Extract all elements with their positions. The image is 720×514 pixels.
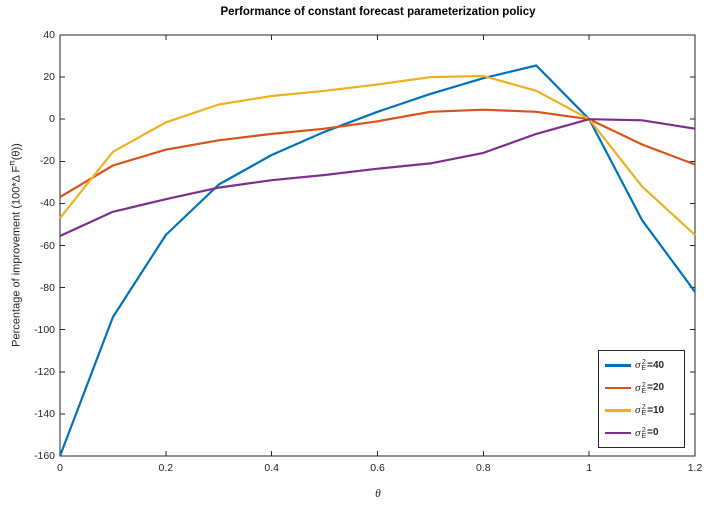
legend-item-0: σ 2 E =40 [599, 354, 684, 376]
line-series-2 [59, 74, 696, 236]
x-tick-label: 1 [586, 462, 593, 474]
legend-line-sample [605, 409, 631, 412]
line-series-1 [59, 108, 696, 199]
x-tick-label: 0.4 [264, 462, 279, 474]
legend-item-1: σ 2 E =20 [599, 377, 684, 399]
legend-label: σ 2 E =0 [635, 426, 659, 440]
x-tick-label: 0.8 [476, 462, 491, 474]
legend-line-sample [605, 431, 631, 434]
y-tick-label: -60 [39, 239, 55, 252]
x-axis-label: θ [375, 488, 381, 500]
y-tick-label: -80 [39, 281, 55, 294]
legend-item-2: σ 2 E =10 [599, 399, 684, 421]
legend-line-sample [605, 364, 631, 367]
y-tick-label: -120 [33, 365, 55, 378]
y-tick-label: -160 [33, 450, 55, 462]
y-tick-label: -100 [33, 323, 55, 336]
legend-label: σ 2 E =40 [635, 359, 665, 373]
legend-box: σ 2 E =40 σ 2 E =20 σ 2 E =10 σ 2 E =0 [598, 350, 685, 448]
legend-label: σ 2 E =10 [635, 404, 665, 418]
x-tick-label: 1.2 [687, 462, 703, 474]
y-tick-label: 0 [49, 113, 55, 126]
legend-line-sample [605, 386, 631, 389]
y-tick-label: -20 [39, 155, 55, 168]
y-tick-label: 40 [43, 29, 55, 41]
y-tick-label: 20 [43, 71, 55, 84]
y-tick-label: -40 [39, 197, 55, 210]
x-tick-label: 0.2 [158, 462, 174, 474]
y-tick-label: -140 [33, 407, 55, 420]
x-tick-label: 0.6 [370, 462, 385, 474]
legend-label: σ 2 E =20 [635, 381, 665, 395]
chart-title: Performance of constant forecast paramet… [220, 6, 536, 18]
line-series-3 [59, 118, 696, 238]
x-tick-label: 0 [57, 462, 63, 474]
legend-item-3: σ 2 E =0 [599, 422, 684, 444]
